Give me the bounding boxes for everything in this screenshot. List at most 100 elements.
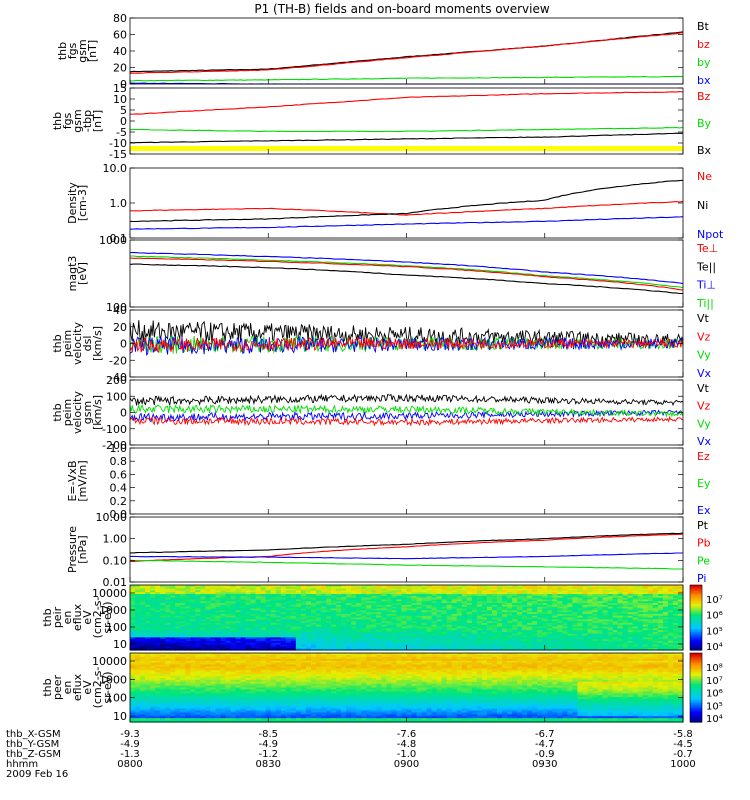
heatmap-cell xyxy=(220,603,227,606)
heatmap-cell xyxy=(512,626,518,629)
heatmap-cell xyxy=(421,615,428,619)
heatmap-cell xyxy=(215,697,222,700)
heatmap-cell xyxy=(190,648,196,651)
heatmap-cell xyxy=(376,601,382,604)
heatmap-cell xyxy=(200,697,207,700)
heatmap-cell xyxy=(275,606,282,610)
heatmap-cell xyxy=(185,666,191,669)
heatmap-cell xyxy=(547,604,553,608)
heatmap-cell xyxy=(657,606,664,610)
heatmap-cell xyxy=(522,599,528,602)
heatmap-cell xyxy=(552,613,558,617)
heatmap-cell xyxy=(356,586,362,590)
heatmap-cell xyxy=(215,592,222,595)
heatmap-cell xyxy=(486,592,493,595)
heatmap-cell xyxy=(160,621,166,624)
heatmap-cell xyxy=(441,585,448,588)
heatmap-cell xyxy=(597,619,604,622)
heatmap-cell xyxy=(356,588,362,592)
heatmap-cell xyxy=(396,597,403,601)
heatmap-cell xyxy=(406,606,413,610)
heatmap-cell xyxy=(597,626,604,629)
heatmap-cell xyxy=(225,595,232,599)
heatmap-cell xyxy=(195,712,201,715)
heatmap-cell xyxy=(632,612,639,615)
heatmap-cell xyxy=(205,670,212,673)
heatmap-cell xyxy=(622,644,629,647)
heatmap-cell xyxy=(250,617,257,620)
heatmap-cell xyxy=(331,594,337,597)
heatmap-cell xyxy=(396,604,403,608)
heatmap-cell xyxy=(140,619,146,622)
heatmap-cell xyxy=(210,588,217,592)
heatmap-cell xyxy=(431,644,438,647)
heatmap-cell xyxy=(552,612,558,615)
heatmap-cell xyxy=(225,594,232,597)
heatmap-cell xyxy=(195,708,201,712)
heatmap-cell xyxy=(667,613,674,617)
heatmap-cell xyxy=(130,631,136,635)
heatmap-cell xyxy=(496,622,503,626)
heatmap-cell xyxy=(220,597,227,601)
heatmap-cell xyxy=(250,621,257,624)
heatmap-cell xyxy=(346,612,352,615)
heatmap-cell xyxy=(195,666,201,669)
heatmap-cell xyxy=(451,601,458,604)
heatmap-cell xyxy=(205,691,212,694)
heatmap-cell xyxy=(446,639,453,642)
heatmap-cell xyxy=(290,622,297,626)
heatmap-cell xyxy=(215,585,222,588)
heatmap-cell xyxy=(305,622,312,626)
heatmap-cell xyxy=(190,691,196,694)
heatmap-cell xyxy=(416,639,423,642)
heatmap-cell xyxy=(672,624,679,628)
heatmap-cell xyxy=(316,635,322,638)
heatmap-cell xyxy=(220,699,227,702)
heatmap-cell xyxy=(657,617,664,620)
heatmap-cell xyxy=(170,706,176,710)
heatmap-cell xyxy=(220,610,227,613)
heatmap-cell xyxy=(245,635,252,638)
heatmap-cell xyxy=(175,702,181,706)
heatmap-cell xyxy=(502,599,508,602)
heatmap-cell xyxy=(185,642,191,646)
heatmap-cell xyxy=(582,642,589,646)
heatmap-cell xyxy=(476,615,483,619)
heatmap-cell xyxy=(210,689,217,692)
heatmap-cell xyxy=(190,677,196,681)
heatmap-cell xyxy=(617,612,624,615)
heatmap-cell xyxy=(411,637,418,640)
panel-p5: VtVzVyVx40200-20-40thbpeimvelocitydsl[km… xyxy=(51,304,712,384)
heatmap-cell xyxy=(502,610,508,613)
heatmap-cell xyxy=(185,693,191,696)
heatmap-cell xyxy=(225,622,232,626)
heatmap-cell xyxy=(562,642,568,646)
heatmap-cell xyxy=(250,597,257,601)
heatmap-cell xyxy=(607,626,614,629)
heatmap-cell xyxy=(140,683,146,687)
heatmap-cell xyxy=(542,606,548,610)
heatmap-cell xyxy=(351,592,357,595)
heatmap-cell xyxy=(577,601,584,604)
heatmap-cell xyxy=(180,586,186,590)
heatmap-cell xyxy=(441,619,448,622)
heatmap-cell xyxy=(225,664,232,668)
heatmap-cell xyxy=(145,674,151,677)
heatmap-cell xyxy=(507,642,513,646)
heatmap-cell xyxy=(542,639,548,642)
heatmap-cell xyxy=(441,612,448,615)
heatmap-cell xyxy=(165,662,171,666)
heatmap-cell xyxy=(321,603,327,606)
heatmap-cell xyxy=(290,637,297,640)
heatmap-cell xyxy=(215,720,222,723)
heatmap-cell xyxy=(496,586,503,590)
heatmap-cell xyxy=(165,660,171,664)
heatmap-cell xyxy=(195,700,201,704)
heatmap-cell xyxy=(622,595,629,599)
heatmap-cell xyxy=(220,697,227,700)
heatmap-cell xyxy=(496,597,503,601)
heatmap-cell xyxy=(280,606,287,610)
heatmap-cell xyxy=(220,658,227,662)
heatmap-cell xyxy=(471,630,478,633)
heatmap-cell xyxy=(431,612,438,615)
